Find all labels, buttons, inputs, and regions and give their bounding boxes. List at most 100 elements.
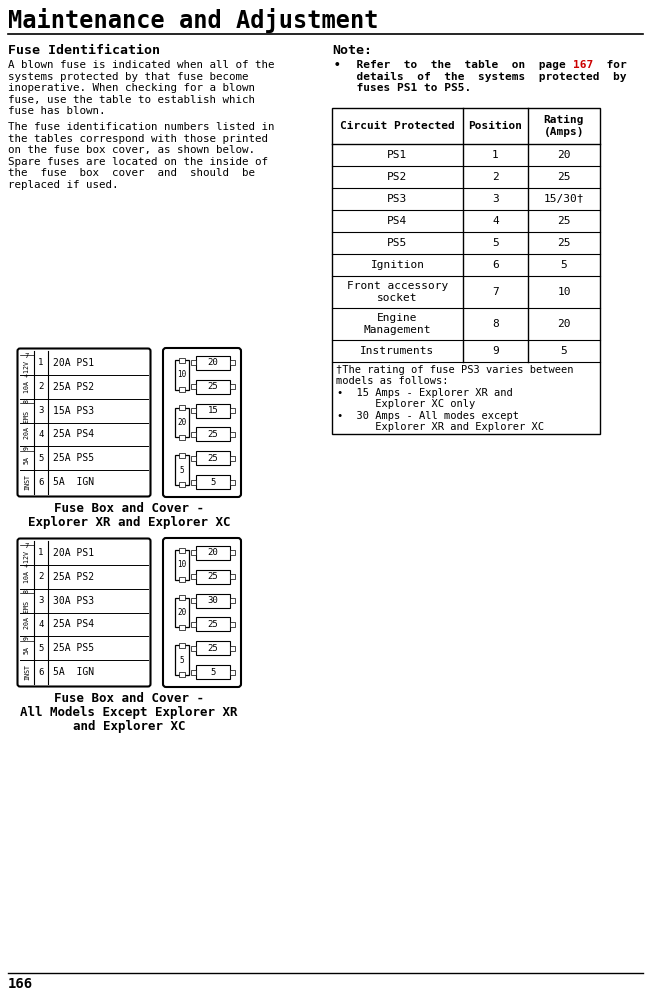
Text: 4: 4 (492, 216, 499, 226)
Text: 10: 10 (557, 287, 571, 297)
Text: systems protected by that fuse become: systems protected by that fuse become (8, 71, 249, 81)
Text: Fuse Identification: Fuse Identification (8, 44, 160, 57)
Bar (230, 360, 235, 365)
Text: 5: 5 (180, 656, 184, 665)
Text: Front accessory
socket: Front accessory socket (347, 281, 448, 302)
Text: replaced if used.: replaced if used. (8, 180, 118, 190)
Text: PS5: PS5 (387, 238, 408, 248)
Text: 5: 5 (492, 238, 499, 248)
Text: The fuse identification numbers listed in: The fuse identification numbers listed i… (8, 122, 275, 132)
Text: 20A PS1: 20A PS1 (53, 358, 94, 368)
Bar (196, 451, 230, 465)
Bar (332, 108, 600, 434)
FancyBboxPatch shape (163, 538, 241, 687)
Bar (175, 646, 189, 675)
Text: 20A EMS: 20A EMS (24, 410, 30, 438)
Text: 5: 5 (38, 453, 44, 462)
Text: PS4: PS4 (387, 216, 408, 226)
Text: 15: 15 (208, 406, 218, 415)
Text: Explorer XR and Explorer XC: Explorer XR and Explorer XC (344, 422, 544, 432)
Text: 25: 25 (208, 573, 218, 582)
Text: 25A PS2: 25A PS2 (53, 381, 94, 391)
Bar (179, 548, 185, 553)
Bar (191, 360, 196, 365)
Bar (179, 434, 185, 439)
Bar (191, 408, 196, 413)
Text: 30 Amps - All modes except: 30 Amps - All modes except (344, 411, 519, 421)
Bar (196, 475, 230, 489)
Bar (196, 665, 230, 679)
Text: 20A EMS: 20A EMS (24, 601, 30, 629)
Text: Spare fuses are located on the inside of: Spare fuses are located on the inside of (8, 157, 268, 167)
Text: 5: 5 (561, 260, 568, 270)
Text: 10: 10 (177, 561, 187, 570)
Text: 20: 20 (177, 418, 187, 427)
Text: 5A  IGN: 5A IGN (53, 477, 94, 487)
Text: PS2: PS2 (387, 172, 408, 182)
Text: inoperative. When checking for a blown: inoperative. When checking for a blown (8, 83, 255, 93)
Bar (191, 670, 196, 675)
Text: 6: 6 (492, 260, 499, 270)
Text: Circuit Protected: Circuit Protected (340, 121, 455, 131)
Bar (230, 431, 235, 436)
Bar (175, 455, 189, 484)
Text: Rating
(Amps): Rating (Amps) (544, 115, 584, 137)
Text: 5A: 5A (24, 456, 30, 464)
Text: 20: 20 (208, 549, 218, 558)
Bar (179, 578, 185, 583)
Text: fuse, use the table to establish which: fuse, use the table to establish which (8, 94, 255, 104)
Text: 6: 6 (38, 477, 44, 486)
Text: Note:: Note: (332, 44, 372, 57)
Text: 7: 7 (25, 543, 29, 549)
Text: 5: 5 (38, 644, 44, 653)
Text: 20: 20 (208, 358, 218, 367)
Text: 5A  IGN: 5A IGN (53, 667, 94, 677)
Text: †The rating of fuse PS3 varies between: †The rating of fuse PS3 varies between (336, 365, 574, 375)
Text: 9: 9 (24, 446, 30, 450)
Text: INST: INST (24, 664, 30, 680)
Bar (179, 482, 185, 487)
Text: 4: 4 (38, 429, 44, 438)
Text: fuses PS1 to PS5.: fuses PS1 to PS5. (343, 83, 471, 93)
Text: 9: 9 (24, 637, 30, 641)
Bar (230, 384, 235, 389)
Bar (179, 625, 185, 630)
Bar (175, 551, 189, 580)
Text: the tables correspond with those printed: the tables correspond with those printed (8, 134, 268, 144)
Text: 10: 10 (177, 370, 187, 379)
Text: Maintenance and Adjustment: Maintenance and Adjustment (8, 8, 378, 33)
Bar (196, 618, 230, 632)
Text: Fuse Box and Cover -: Fuse Box and Cover - (54, 692, 204, 705)
Bar (196, 379, 230, 393)
Text: 8: 8 (492, 319, 499, 329)
Text: 9: 9 (492, 346, 499, 356)
FancyBboxPatch shape (18, 539, 150, 687)
Text: 25: 25 (208, 429, 218, 438)
Text: 7: 7 (25, 353, 29, 359)
Text: 20: 20 (557, 319, 571, 329)
Text: details  of  the  systems  protected  by: details of the systems protected by (343, 71, 626, 81)
Text: All Models Except Explorer XR: All Models Except Explorer XR (20, 706, 238, 719)
Text: 25: 25 (557, 216, 571, 226)
Text: 1: 1 (492, 150, 499, 160)
Bar (191, 384, 196, 389)
Bar (230, 408, 235, 413)
FancyBboxPatch shape (18, 348, 150, 496)
Text: on the fuse box cover, as shown below.: on the fuse box cover, as shown below. (8, 145, 255, 155)
Bar (230, 622, 235, 627)
Bar (179, 596, 185, 601)
Bar (191, 646, 196, 651)
Bar (175, 360, 189, 389)
Text: INST: INST (24, 474, 30, 490)
Text: 8: 8 (24, 589, 30, 593)
Text: PS3: PS3 (387, 194, 408, 204)
Text: 20: 20 (557, 150, 571, 160)
Text: 10A +12V: 10A +12V (24, 361, 30, 393)
Text: and Explorer XC: and Explorer XC (73, 720, 186, 733)
Bar (191, 479, 196, 484)
Bar (196, 403, 230, 417)
Bar (179, 673, 185, 678)
Text: 30: 30 (208, 596, 218, 605)
Text: PS1: PS1 (387, 150, 408, 160)
Text: 15/30†: 15/30† (544, 194, 584, 204)
